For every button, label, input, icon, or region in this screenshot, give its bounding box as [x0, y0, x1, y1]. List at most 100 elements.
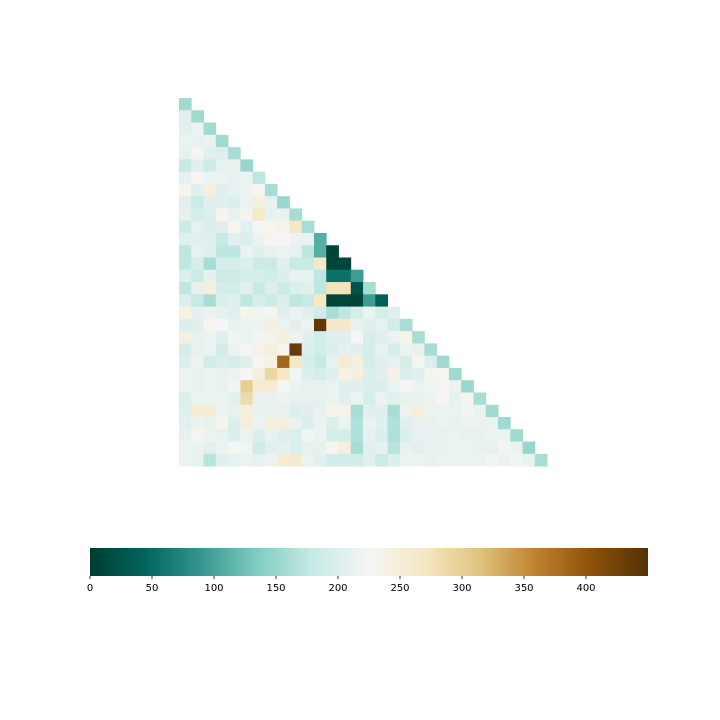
heatmap-cell: [522, 441, 536, 455]
heatmap-cell: [375, 306, 388, 320]
heatmap-cell: [203, 147, 217, 160]
heatmap-cell: [461, 404, 474, 418]
heatmap-cell: [412, 367, 425, 381]
heatmap-cell: [215, 380, 229, 393]
heatmap-cell: [313, 404, 327, 418]
heatmap-cell: [264, 453, 278, 467]
heatmap-cell: [461, 429, 474, 442]
heatmap-cell: [228, 196, 241, 209]
heatmap-cell: [473, 429, 487, 442]
heatmap-cell: [240, 208, 254, 222]
heatmap-cell: [399, 380, 413, 393]
heatmap-cell: [387, 355, 401, 369]
heatmap-cell: [252, 355, 266, 369]
heatmap-cell: [228, 232, 241, 246]
heatmap-cell: [313, 245, 327, 258]
heatmap-cell: [228, 331, 241, 344]
heatmap-cell: [277, 245, 290, 258]
heatmap-cell: [289, 392, 303, 406]
heatmap-cell: [240, 367, 254, 381]
heatmap-cell: [448, 417, 462, 430]
colorbar-tick-label: 150: [266, 583, 285, 594]
heatmap-cell: [179, 404, 192, 418]
heatmap-cell: [338, 417, 352, 430]
heatmap-cell: [179, 343, 192, 357]
heatmap-cell: [375, 380, 388, 393]
heatmap-cell: [264, 355, 278, 369]
heatmap-cell: [252, 269, 266, 283]
heatmap-cell: [326, 392, 339, 406]
heatmap-cell: [436, 355, 450, 369]
heatmap-cell: [191, 417, 204, 430]
heatmap-cell: [215, 282, 229, 295]
heatmap-cell: [326, 355, 339, 369]
heatmap-cell: [252, 232, 266, 246]
heatmap-cell: [350, 343, 364, 357]
heatmap-cell: [338, 331, 352, 344]
heatmap-cell: [203, 404, 217, 418]
heatmap-cell: [252, 318, 266, 332]
heatmap-cell: [301, 282, 315, 295]
heatmap-cell: [326, 318, 339, 332]
heatmap-cell: [375, 294, 388, 307]
heatmap-cell: [203, 343, 217, 357]
heatmap-cell: [338, 380, 352, 393]
heatmap-cell: [338, 257, 352, 271]
heatmap-cell: [424, 380, 438, 393]
heatmap-cell: [473, 417, 487, 430]
heatmap-cell: [363, 343, 376, 357]
heatmap-cell: [424, 355, 438, 369]
heatmap-cell: [215, 343, 229, 357]
heatmap-cell: [252, 282, 266, 295]
heatmap-cell: [240, 392, 254, 406]
heatmap-cell: [326, 367, 339, 381]
heatmap-cell: [424, 453, 438, 467]
heatmap-cell: [228, 257, 241, 271]
heatmap-cell: [264, 306, 278, 320]
heatmap-cell: [301, 453, 315, 467]
heatmap-cell: [338, 392, 352, 406]
heatmap-cell: [215, 245, 229, 258]
heatmap-cell: [240, 343, 254, 357]
heatmap-cell: [264, 220, 278, 234]
heatmap-cell: [179, 306, 192, 320]
heatmap-cell: [387, 331, 401, 344]
heatmap-cell: [228, 171, 241, 185]
heatmap-cell: [338, 441, 352, 455]
heatmap-cell: [228, 183, 241, 197]
heatmap-cell: [399, 417, 413, 430]
heatmap-cell: [264, 269, 278, 283]
heatmap-cell: [350, 355, 364, 369]
heatmap-cell: [179, 331, 192, 344]
heatmap-cell: [338, 404, 352, 418]
heatmap-cell: [424, 441, 438, 455]
heatmap-cell: [179, 453, 192, 467]
heatmap-cell: [215, 441, 229, 455]
heatmap-cell: [387, 441, 401, 455]
heatmap-cell: [363, 355, 376, 369]
heatmap-cell: [215, 208, 229, 222]
heatmap-cell: [436, 392, 450, 406]
heatmap-cell: [289, 355, 303, 369]
heatmap-cell: [240, 429, 254, 442]
heatmap-cell: [191, 269, 204, 283]
heatmap-cell: [338, 367, 352, 381]
heatmap-cell: [215, 453, 229, 467]
heatmap-cell: [240, 331, 254, 344]
heatmap-cell: [338, 318, 352, 332]
heatmap-cell: [301, 404, 315, 418]
heatmap-cell: [240, 294, 254, 307]
heatmap-cell: [252, 453, 266, 467]
heatmap-cell: [485, 441, 499, 455]
heatmap-cell: [412, 441, 425, 455]
heatmap-cell: [179, 318, 192, 332]
heatmap-cell: [252, 196, 266, 209]
heatmap-cell: [191, 183, 204, 197]
heatmap-cell: [264, 380, 278, 393]
heatmap-cell: [215, 183, 229, 197]
heatmap-cell: [363, 294, 376, 307]
heatmap-cell: [375, 343, 388, 357]
colorbar-tick-label: 200: [328, 583, 347, 594]
heatmap-cell: [264, 441, 278, 455]
heatmap-cell: [191, 232, 204, 246]
